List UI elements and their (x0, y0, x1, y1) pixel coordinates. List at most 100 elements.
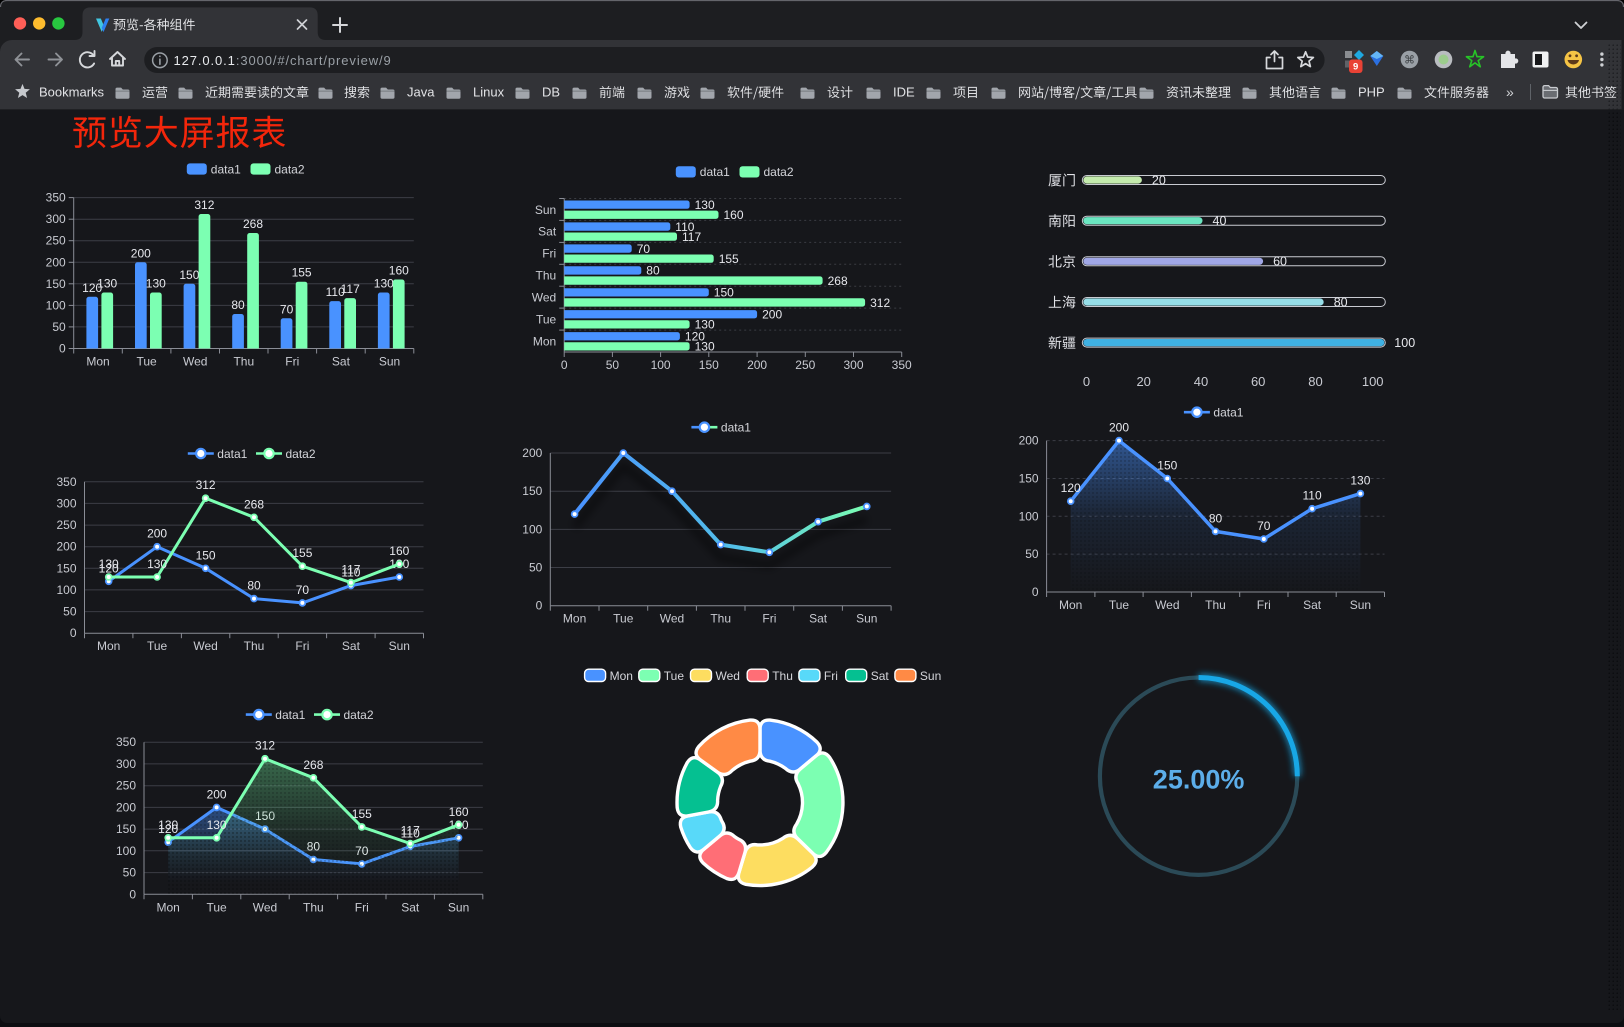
svg-text:312: 312 (196, 478, 216, 492)
svg-text:80: 80 (1308, 374, 1322, 389)
svg-text:117: 117 (341, 282, 360, 296)
svg-text:200: 200 (522, 446, 542, 460)
svg-text:150: 150 (714, 286, 734, 300)
svg-text:0: 0 (536, 599, 543, 613)
svg-text:110: 110 (1303, 489, 1322, 503)
svg-text:160: 160 (389, 264, 409, 278)
svg-text:Mon: Mon (563, 612, 586, 626)
svg-text:312: 312 (870, 296, 890, 310)
svg-text:160: 160 (449, 805, 469, 819)
svg-text:130: 130 (147, 557, 167, 571)
svg-text:⌘: ⌘ (1404, 55, 1415, 67)
svg-text:Wed: Wed (193, 639, 217, 653)
svg-text:Mon: Mon (157, 900, 180, 914)
svg-text:100: 100 (1019, 509, 1039, 523)
svg-text:350: 350 (116, 735, 136, 749)
svg-text:160: 160 (389, 544, 409, 558)
svg-text:150: 150 (699, 358, 719, 372)
svg-text:117: 117 (682, 230, 701, 244)
svg-text:»: » (1506, 84, 1514, 100)
svg-text:Tue: Tue (664, 669, 685, 683)
svg-text:Sun: Sun (920, 669, 941, 683)
svg-text:Sat: Sat (401, 900, 420, 914)
svg-text:Mon: Mon (610, 669, 633, 683)
svg-text:100: 100 (522, 522, 542, 536)
svg-text:Thu: Thu (1205, 598, 1226, 612)
svg-text:70: 70 (280, 302, 294, 316)
svg-text:data1: data1 (721, 421, 751, 435)
svg-text:Mon: Mon (1059, 598, 1082, 612)
svg-text:80: 80 (1334, 295, 1348, 309)
svg-text:Java: Java (407, 85, 435, 100)
svg-text:IDE: IDE (893, 85, 915, 100)
svg-text:0: 0 (59, 342, 66, 356)
svg-text:300: 300 (843, 358, 863, 372)
svg-text:80: 80 (231, 298, 245, 312)
svg-text:130: 130 (97, 277, 117, 291)
svg-text:Sat: Sat (538, 225, 557, 239)
svg-text:130: 130 (146, 277, 166, 291)
svg-text:60: 60 (1251, 374, 1265, 389)
svg-text:50: 50 (529, 561, 543, 575)
svg-text:Fri: Fri (824, 669, 838, 683)
svg-text:Thu: Thu (303, 900, 324, 914)
svg-text:data1: data1 (217, 447, 247, 461)
svg-text:150: 150 (196, 548, 216, 562)
svg-text:Sun: Sun (856, 612, 877, 626)
svg-text:120: 120 (82, 281, 102, 295)
svg-text:250: 250 (116, 779, 136, 793)
svg-text:Sat: Sat (1303, 598, 1322, 612)
svg-text:150: 150 (1157, 459, 1177, 473)
svg-text:Sun: Sun (389, 639, 410, 653)
svg-text:155: 155 (292, 546, 312, 560)
svg-text:Wed: Wed (660, 612, 684, 626)
svg-text:Tue: Tue (536, 312, 557, 326)
svg-text:80: 80 (646, 264, 660, 278)
svg-text:155: 155 (719, 252, 739, 266)
svg-text:200: 200 (762, 308, 782, 322)
svg-text:Tue: Tue (613, 612, 634, 626)
svg-text:Tue: Tue (1109, 598, 1130, 612)
svg-text:0: 0 (70, 626, 77, 640)
svg-text:100: 100 (56, 583, 76, 597)
svg-text:data1: data1 (700, 165, 730, 179)
svg-text:300: 300 (116, 757, 136, 771)
svg-text:70: 70 (637, 242, 651, 256)
svg-text:110: 110 (341, 566, 360, 580)
svg-text:Bookmarks: Bookmarks (39, 85, 105, 100)
svg-text:40: 40 (1194, 374, 1208, 389)
svg-text:350: 350 (56, 475, 76, 489)
svg-text:70: 70 (296, 583, 310, 597)
svg-text:300: 300 (46, 212, 66, 226)
svg-text:200: 200 (147, 527, 167, 541)
svg-text:20: 20 (1152, 173, 1166, 187)
svg-text:Fri: Fri (285, 355, 299, 369)
svg-text:Wed: Wed (1155, 598, 1179, 612)
svg-text:Thu: Thu (710, 612, 731, 626)
svg-text:150: 150 (522, 484, 542, 498)
svg-text:150: 150 (56, 561, 76, 575)
svg-text:200: 200 (207, 787, 227, 801)
svg-text:Thu: Thu (772, 669, 793, 683)
svg-text:PHP: PHP (1358, 85, 1385, 100)
svg-text:80: 80 (247, 579, 261, 593)
svg-text:200: 200 (131, 246, 151, 260)
svg-text:160: 160 (724, 208, 744, 222)
svg-text:0: 0 (561, 358, 568, 372)
svg-text:268: 268 (828, 274, 848, 288)
svg-text:155: 155 (292, 266, 312, 280)
svg-text:200: 200 (1109, 421, 1129, 435)
svg-text:312: 312 (255, 739, 275, 753)
svg-text:110: 110 (401, 827, 420, 841)
svg-text:117: 117 (401, 824, 420, 838)
svg-text:data2: data2 (286, 447, 316, 461)
svg-text:Fri: Fri (762, 612, 776, 626)
svg-text:130: 130 (99, 557, 119, 571)
svg-text:50: 50 (52, 320, 66, 334)
svg-text:9: 9 (1353, 62, 1358, 73)
svg-text:50: 50 (123, 866, 137, 880)
svg-text:80: 80 (1209, 511, 1223, 525)
svg-text:0: 0 (1032, 585, 1039, 599)
svg-text:Fri: Fri (1257, 598, 1271, 612)
svg-text:Thu: Thu (233, 355, 254, 369)
